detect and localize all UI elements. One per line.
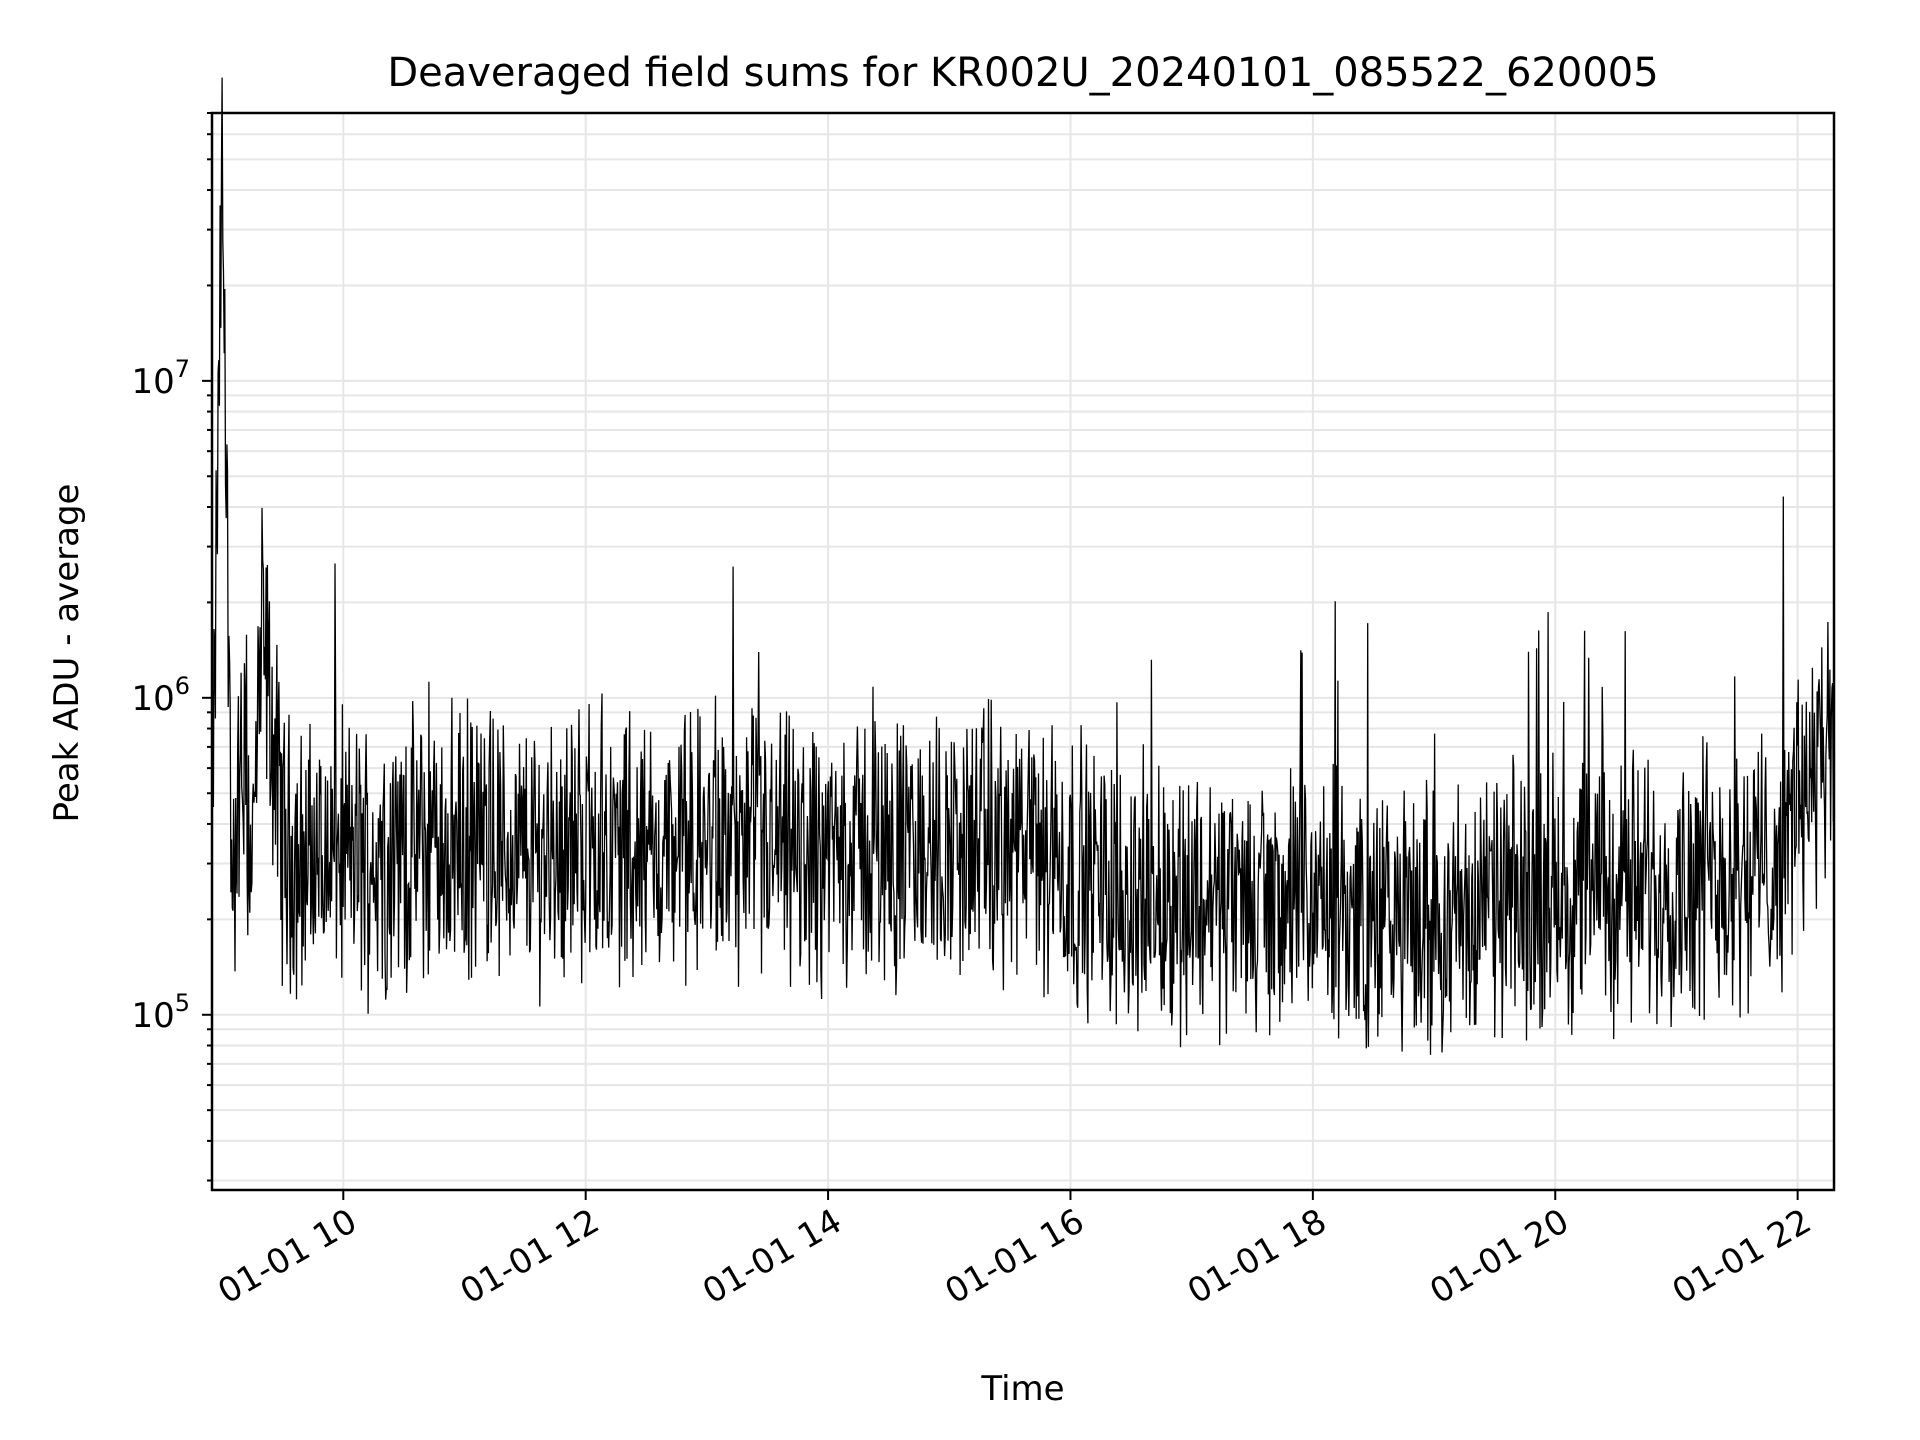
y-tick-label: 107 (131, 355, 190, 402)
x-tick-label: 01-01 10 (211, 1201, 363, 1312)
x-tick-label: 01-01 18 (1181, 1201, 1333, 1312)
x-tick-label: 01-01 16 (939, 1201, 1091, 1312)
y-tick-label: 105 (131, 989, 190, 1036)
x-tick-label: 01-01 14 (696, 1201, 848, 1312)
series-group (211, 77, 1835, 1055)
y-tick-label: 106 (131, 672, 190, 719)
x-tick-label: 01-01 22 (1666, 1201, 1818, 1312)
x-tick-label: 01-01 20 (1423, 1201, 1575, 1312)
grid (212, 112, 1834, 1190)
chart-title: Deaveraged field sums for KR002U_2024010… (387, 50, 1658, 96)
series-line (211, 77, 1835, 1055)
y-axis-label: Peak ADU - average (47, 484, 87, 823)
plot-area-frame (210, 111, 1836, 1192)
x-axis-label: Time (980, 1369, 1064, 1409)
x-tick-label: 01-01 12 (454, 1201, 606, 1312)
